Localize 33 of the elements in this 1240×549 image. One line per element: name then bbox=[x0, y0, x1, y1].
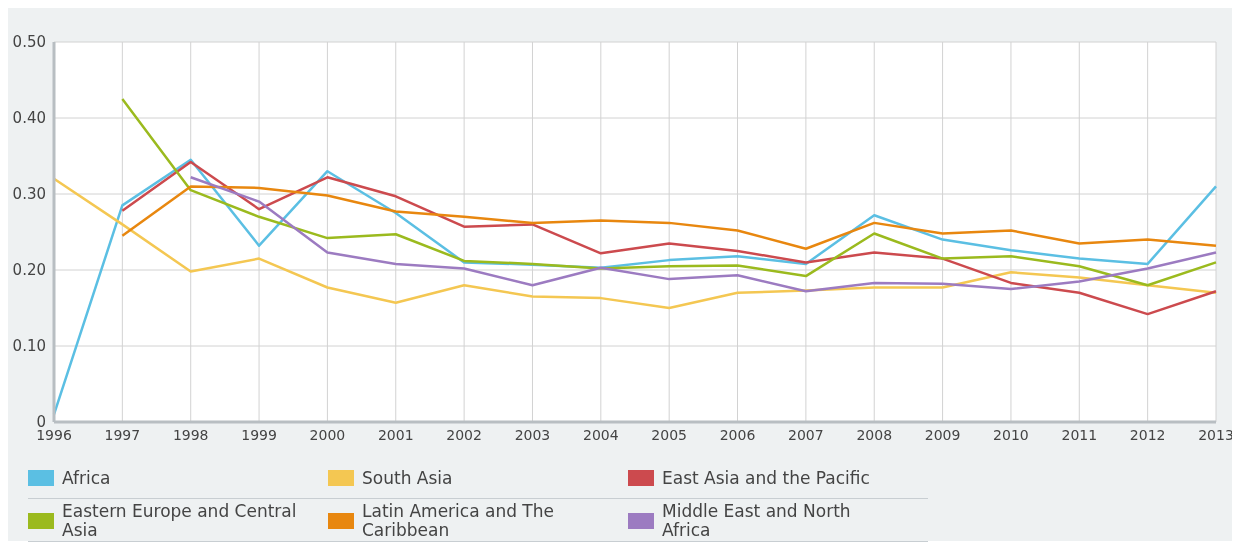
legend-label: South Asia bbox=[362, 467, 454, 488]
x-tick-label: 2000 bbox=[309, 426, 346, 443]
x-tick-label: 1999 bbox=[241, 426, 277, 443]
x-tick-label: 2011 bbox=[1061, 426, 1098, 443]
line-series bbox=[189, 176, 1218, 293]
x-tick-label: 2005 bbox=[651, 426, 687, 443]
x-tick-label: 2009 bbox=[924, 426, 961, 443]
legend-label: East Asia and the Pacific bbox=[662, 467, 871, 488]
x-tick-label: 2001 bbox=[377, 426, 414, 443]
legend-label: Middle East and North Africa bbox=[662, 501, 852, 540]
x-tick-label: 2004 bbox=[583, 426, 619, 443]
x-tick-label: 2003 bbox=[514, 426, 551, 443]
line-series bbox=[121, 185, 1218, 250]
line-series bbox=[121, 160, 1218, 316]
x-tick-label: 2013 bbox=[1198, 426, 1234, 443]
y-tick-label: 0.20 bbox=[12, 261, 46, 280]
x-tick-label: 2010 bbox=[993, 426, 1029, 443]
x-tick-label: 2007 bbox=[788, 426, 824, 443]
x-tick-label: 1998 bbox=[172, 426, 209, 443]
y-tick-label: 0.40 bbox=[12, 109, 46, 128]
x-tick-label: 2006 bbox=[719, 426, 756, 443]
x-tick-label: 1996 bbox=[36, 426, 72, 443]
x-tick-label: 2008 bbox=[856, 426, 893, 443]
legend-label: Africa bbox=[62, 467, 112, 488]
x-tick-label: 2012 bbox=[1129, 426, 1166, 443]
y-tick-label: 0.30 bbox=[12, 185, 46, 204]
line-series bbox=[121, 97, 1218, 287]
legend-label: Eastern Europe and Central Asia bbox=[62, 501, 298, 540]
x-tick-label: 1997 bbox=[104, 426, 141, 443]
x-tick-label: 2002 bbox=[446, 426, 482, 443]
y-tick-label: 0.50 bbox=[12, 33, 46, 52]
y-tick-label: 0.10 bbox=[12, 337, 46, 356]
legend-label: Latin America and The Caribbean bbox=[362, 501, 555, 540]
